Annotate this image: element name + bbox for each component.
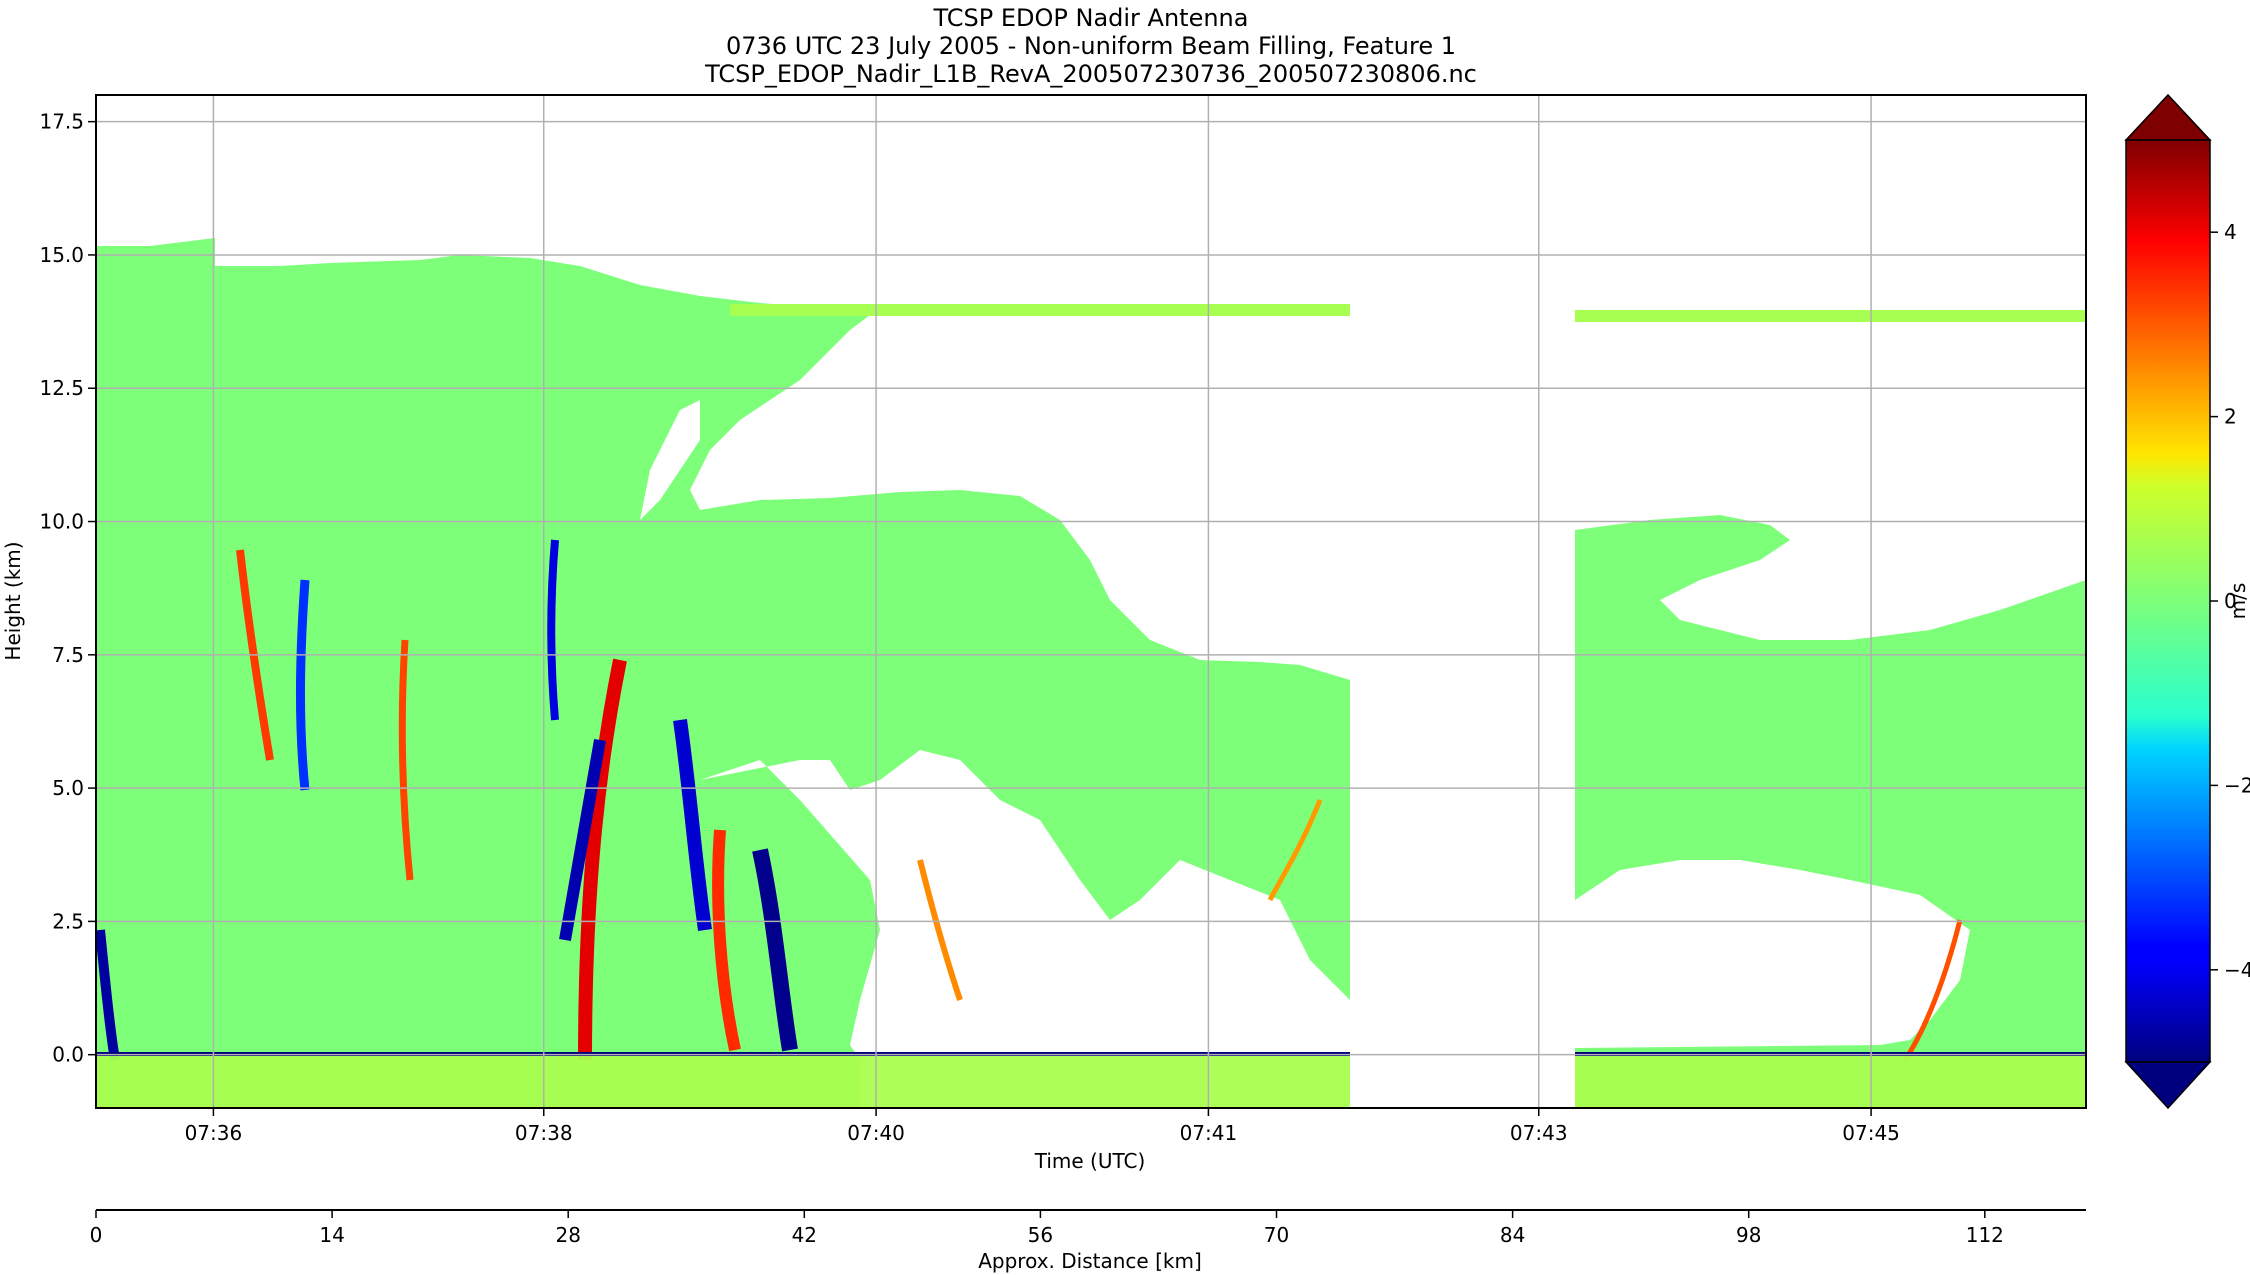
distance-tick-label: 112 [1966,1223,2004,1247]
upper-layer-2 [1575,310,2086,322]
x-axis-ticks: 07:36 07:38 07:40 07:41 07:43 07:45 [185,1108,1900,1145]
distance-tick-label: 56 [1028,1223,1053,1247]
streak-red-4 [712,829,741,1052]
y-tick-label: 0.0 [52,1043,84,1067]
streak-red-3 [578,658,627,1061]
surface-band-right [1575,1055,2086,1108]
x-tick-label: 07:45 [1842,1121,1900,1145]
distance-axis-label: Approx. Distance [km] [978,1249,1202,1273]
x-tick-label: 07:43 [1510,1121,1568,1145]
streak-blue-2 [547,539,559,721]
x-axis-label: Time (UTC) [1034,1149,1146,1173]
y-tick-label: 5.0 [52,776,84,800]
chart-title-line-2: 0736 UTC 23 July 2005 - Non-uniform Beam… [726,32,1456,60]
y-tick-label: 10.0 [39,510,84,534]
chart-title-line-3: TCSP_EDOP_Nadir_L1B_RevA_200507230736_20… [704,60,1477,88]
colorbar-ticks: −4 −2 0 2 4 [2210,220,2250,982]
x-tick-label: 07:38 [515,1121,573,1145]
colorbar-tick-label: −2 [2224,773,2250,797]
streak-red-2 [398,639,414,881]
streak-blue-3 [559,739,606,941]
plot-area [96,95,2086,1108]
plot-frame [95,94,2087,1109]
chart-title-line-1: TCSP EDOP Nadir Antenna [933,4,1249,32]
colorbar-tick-label: 0 [2224,589,2237,613]
distance-axis-ticks: 0 14 28 42 56 70 84 98 112 [90,1210,2004,1247]
colorbar-body [2125,139,2211,1063]
colorbar-label: m/s [2226,583,2250,620]
streak-blue-1 [295,579,310,791]
distance-tick-label: 0 [90,1223,103,1247]
echo-region-clear-slot [640,400,700,520]
y-tick-label: 12.5 [39,376,84,400]
distance-tick-label: 42 [792,1223,817,1247]
streak-orange-3 [1902,919,1963,1062]
streak-orange-1 [917,859,963,1001]
colorbar-extend-top [2124,93,2212,141]
upper-layer-1 [730,304,1350,316]
data-gap [1350,95,1575,1108]
y-axis-ticks: 0.0 2.5 5.0 7.5 10.0 12.5 15.0 17.5 [39,110,96,1067]
y-tick-label: 2.5 [52,909,84,933]
distance-tick-label: 70 [1264,1223,1289,1247]
distance-tick-label: 98 [1736,1223,1761,1247]
velocity-streaks [96,539,1963,1062]
distance-tick-label: 14 [319,1223,344,1247]
y-tick-label: 15.0 [39,243,84,267]
echo-region-low-gap [700,750,1350,1108]
colorbar: −4 −2 0 2 4 m/s [2124,93,2250,1110]
streak-orange-2 [1267,799,1323,902]
x-tick-label: 07:40 [847,1121,905,1145]
y-axis-label: Height (km) [1,541,25,660]
grid [96,95,2086,1108]
colorbar-tick-label: 2 [2224,405,2237,429]
distance-tick-label: 28 [555,1223,580,1247]
colorbar-tick-label: 4 [2224,220,2237,244]
streak-blue-6 [96,929,120,1061]
streak-red-1 [236,549,274,761]
colorbar-extend-bottom [2124,1061,2212,1110]
distance-tick-label: 84 [1500,1223,1525,1247]
streak-blue-5 [673,719,712,931]
colorbar-tick-label: −4 [2224,958,2250,982]
streak-blue-4 [752,848,798,1052]
y-tick-label: 17.5 [39,110,84,134]
x-tick-label: 07:36 [185,1121,243,1145]
y-tick-label: 7.5 [52,643,84,667]
surface-band [96,1055,1350,1108]
x-tick-label: 07:41 [1180,1121,1238,1145]
